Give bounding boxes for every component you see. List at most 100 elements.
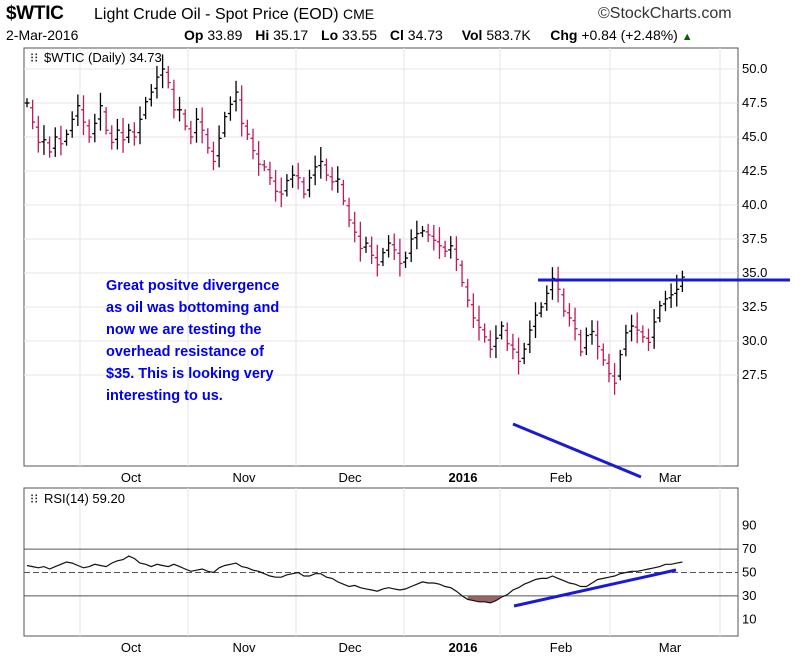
ohlc-bar (30, 99, 36, 130)
ohlc-bar (340, 179, 346, 206)
ohlc-bar (103, 107, 109, 135)
ohlc-bar (510, 333, 516, 360)
ohlc-bar (222, 111, 228, 138)
ohlc-bar (634, 312, 640, 344)
annotation-line-2: as oil was bottoming and (106, 300, 279, 316)
annotation-line-5: $35. This is looking very (106, 366, 274, 382)
ohlc-bar (148, 84, 154, 107)
ohlc-bar (69, 111, 75, 138)
price-y-tick-label: 37.5 (742, 231, 767, 246)
ohlc-bar (267, 161, 273, 186)
rsi-y-tick-label: 90 (742, 518, 756, 533)
price-month-label: Nov (232, 470, 256, 485)
up-arrow-icon: ▲ (681, 31, 693, 43)
ohlc-bar (188, 120, 194, 145)
price-y-tick-label: 50.0 (742, 61, 767, 76)
ohlc-bar (493, 325, 499, 359)
price-panel-icon: ⁝⁝ (30, 50, 38, 65)
price-y-tick-label: 35.0 (742, 265, 767, 280)
ohlc-bar (284, 174, 290, 197)
price-y-ticks: 50.0 47.5 45.0 42.5 40.0 37.5 35.0 32.5 30.0 27.5 (742, 61, 767, 382)
ohlc-bar (425, 223, 431, 243)
rsi-panel-frame (23, 487, 739, 637)
open-value: 33.89 (207, 27, 243, 43)
ohlc-bar (442, 240, 448, 257)
ohlc-bar (199, 107, 205, 144)
ohlc-bar (256, 141, 262, 176)
rsi-y-tick-label: 10 (742, 611, 756, 626)
ohlc-bar (516, 337, 522, 375)
rsi-panel-icon: ⁝⁝ (30, 491, 38, 506)
ohlc-bar (250, 128, 256, 160)
rsi-line (26, 555, 683, 604)
ohlc-bar (239, 85, 245, 137)
rsi-month-label: Dec (338, 640, 362, 655)
ohlc-bar (487, 330, 493, 358)
ohlc-bar (346, 197, 352, 228)
ohlc-bar (295, 162, 301, 190)
ohlc-bar (92, 113, 98, 143)
open-label: Op (184, 27, 204, 43)
ohlc-bar (386, 235, 392, 258)
stockcharts-logo[interactable]: ©StockCharts.com (598, 5, 732, 22)
ohlc-bar (555, 266, 561, 303)
ohlc-bar (414, 220, 420, 250)
ohlc-bar (227, 96, 233, 121)
ohlc-bar (290, 165, 296, 188)
ohlc-bar (120, 118, 126, 153)
ohlc-bar (646, 328, 651, 352)
ohlc-bar (606, 353, 612, 383)
ohlc-bar (335, 166, 341, 193)
ohlc-bar (357, 221, 363, 262)
ohlc-bar (329, 167, 335, 191)
ohlc-bar (431, 224, 437, 251)
price-y-tick-label: 32.5 (742, 299, 767, 314)
low-label: Lo (321, 27, 339, 43)
rsi-panel-label: RSI(14) 59.20 (44, 491, 125, 506)
rsi-grid (24, 488, 738, 636)
low-value: 33.55 (342, 27, 378, 43)
ohlc-bar (651, 309, 657, 349)
instrument-name: Light Crude Oil - Spot Price (EOD) CME (94, 6, 374, 24)
ohlc-bar (143, 96, 149, 120)
rsi-month-label: 2016 (449, 640, 478, 655)
rsi-month-label: Feb (550, 640, 572, 655)
ohlc-bar (41, 125, 47, 155)
ohlc-bar (391, 233, 397, 261)
ohlc-bar (244, 119, 250, 141)
ohlc-bar (465, 278, 471, 308)
ohlc-bar (86, 119, 92, 143)
chart-header: $WTIC Light Crude Oil - Spot Price (EOD)… (0, 0, 800, 46)
ohlc-bar (533, 302, 538, 339)
ohlc-bar (527, 320, 533, 354)
price-y-tick-label: 40.0 (742, 197, 767, 212)
ohlc-bar (177, 96, 183, 122)
price-bars (24, 54, 685, 395)
ohlc-bar (453, 236, 459, 272)
change-label: Chg (550, 27, 578, 43)
price-y-tick-label: 30.0 (742, 333, 767, 348)
rsi-month-label: Mar (659, 640, 682, 655)
ohlc-bar (374, 244, 380, 277)
ohlc-bar (572, 307, 578, 341)
exchange: CME (342, 6, 375, 22)
ohlc-bar (52, 127, 58, 157)
rsi-month-label: Oct (121, 640, 142, 655)
close-value: 34.73 (407, 27, 443, 43)
rsi-y-tick-label: 50 (742, 565, 756, 580)
ohlc-bar (549, 267, 555, 300)
volume-label: Vol (461, 27, 483, 43)
price-panel-label: $WTIC (Daily) 34.73 (44, 50, 162, 65)
ohlc-bar (420, 226, 425, 238)
price-panel-frame (23, 47, 739, 467)
ohlc-bar (612, 363, 618, 395)
price-month-label: Dec (338, 470, 362, 485)
instrument-title: Light Crude Oil - Spot Price (EOD) (94, 6, 339, 23)
ohlc-bar (24, 98, 30, 108)
ohlc-bar (160, 54, 166, 89)
ohlc-bar (109, 125, 115, 150)
price-y-tick-label: 45.0 (742, 129, 767, 144)
ohlc-bar (482, 323, 488, 343)
ohlc-bar (273, 169, 279, 202)
